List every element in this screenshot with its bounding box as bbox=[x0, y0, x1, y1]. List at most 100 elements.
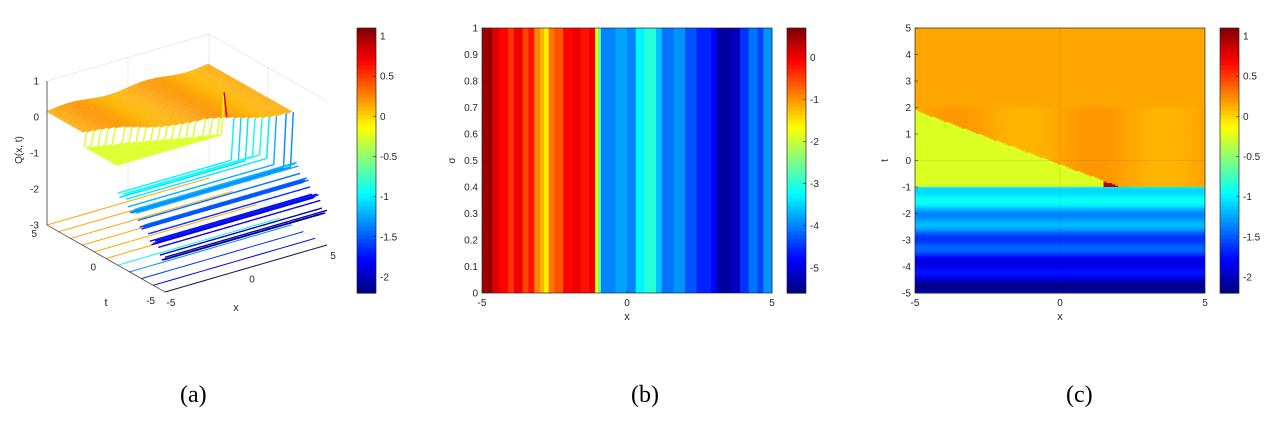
surface-mesh-segment bbox=[183, 193, 187, 196]
surface-mesh-segment bbox=[214, 133, 218, 136]
surface-mesh-segment bbox=[212, 112, 216, 115]
surface-mesh-segment bbox=[161, 118, 165, 122]
surface-mesh-segment bbox=[141, 93, 145, 97]
surface-mesh-segment bbox=[171, 233, 175, 236]
heatmap-cell bbox=[1060, 110, 1064, 112]
surface-mesh-segment bbox=[258, 106, 262, 109]
surface-mesh-segment bbox=[172, 253, 176, 256]
surface-mesh-segment bbox=[238, 181, 242, 184]
surface-mesh-segment bbox=[174, 183, 178, 186]
surface-mesh-segment bbox=[142, 86, 146, 90]
surface-mesh-segment bbox=[168, 193, 172, 196]
surface-mesh-segment bbox=[160, 203, 164, 206]
surface-mesh-segment bbox=[242, 86, 246, 90]
surface-mesh-segment bbox=[226, 237, 230, 240]
surface-mesh-segment bbox=[167, 140, 171, 143]
surface-mesh-segment bbox=[209, 110, 213, 113]
surface-mesh-segment bbox=[260, 105, 265, 108]
surface-mesh-segment bbox=[163, 101, 167, 104]
surface-mesh-segment bbox=[86, 121, 90, 125]
heatmap-cell bbox=[949, 112, 954, 115]
colorbar-b-tick-label: -3 bbox=[810, 179, 819, 190]
surface-mesh-segment bbox=[237, 189, 241, 193]
surface-mesh-segment bbox=[150, 81, 154, 84]
surface-mesh-segment bbox=[257, 111, 262, 114]
heatmap-cell bbox=[1042, 108, 1046, 111]
surface-mesh-segment bbox=[111, 124, 115, 127]
surface-mesh-segment bbox=[210, 206, 214, 209]
surface-mesh-segment bbox=[104, 157, 108, 160]
heatmap-cell bbox=[984, 111, 988, 114]
surface-mesh-segment bbox=[118, 144, 122, 147]
surface-mesh-segment bbox=[234, 207, 238, 210]
surface-mesh-segment bbox=[286, 220, 290, 223]
surface-mesh-segment bbox=[292, 220, 296, 224]
surface-mesh-segment bbox=[109, 148, 113, 151]
surface-mesh-segment bbox=[260, 167, 264, 170]
surface-mesh-segment bbox=[131, 151, 135, 155]
surface-mesh-segment bbox=[158, 103, 162, 106]
surface-mesh-segment bbox=[172, 101, 176, 104]
surface-mesh-segment bbox=[152, 147, 156, 150]
heatmap-cell bbox=[1068, 107, 1073, 110]
colorbar-b-swatch bbox=[787, 259, 806, 265]
heatmap-cell bbox=[1152, 107, 1157, 110]
surface-mesh-segment bbox=[175, 110, 180, 114]
surface-mesh-segment bbox=[187, 73, 191, 77]
surface-mesh-segment bbox=[222, 185, 226, 188]
surface-mesh-segment bbox=[176, 108, 181, 112]
surface-mesh-segment bbox=[209, 222, 213, 225]
surface-mesh-segment bbox=[99, 126, 103, 129]
heatmap-cell bbox=[1065, 107, 1070, 110]
surface-mesh-segment bbox=[274, 185, 278, 189]
heatmap-cell bbox=[929, 107, 933, 110]
colorbar-b-tick-label: -5 bbox=[810, 263, 819, 274]
surface-mesh-segment bbox=[186, 99, 190, 102]
surface-mesh-segment bbox=[300, 197, 304, 200]
surface-mesh-segment bbox=[155, 204, 159, 207]
surface-mesh-segment bbox=[167, 89, 172, 92]
surface-mesh-segment bbox=[82, 112, 86, 115]
surface-mesh-segment bbox=[199, 209, 203, 212]
surface-mesh-segment bbox=[220, 77, 225, 80]
surface-mesh-segment bbox=[188, 175, 192, 178]
surface-mesh-segment bbox=[207, 215, 211, 218]
surface-mesh-segment bbox=[100, 152, 104, 155]
surface-mesh-segment bbox=[126, 149, 130, 152]
surface-mesh-segment bbox=[212, 230, 216, 233]
surface-mesh-segment bbox=[214, 220, 218, 224]
heatmap-cell bbox=[1184, 111, 1189, 114]
surface-mesh-segment bbox=[313, 193, 318, 196]
surface-mesh-segment bbox=[252, 105, 256, 108]
surface-mesh-segment bbox=[177, 215, 182, 218]
surface-mesh-segment bbox=[227, 98, 231, 101]
surface-mesh-segment bbox=[273, 220, 277, 223]
panel-b-x-axis-label: x bbox=[624, 311, 630, 323]
surface-mesh-segment bbox=[56, 107, 60, 111]
surface-mesh-segment bbox=[225, 240, 229, 243]
surface-mesh-segment bbox=[277, 112, 281, 115]
surface-mesh-segment bbox=[62, 103, 67, 106]
surface-mesh-segment bbox=[134, 84, 139, 88]
surface-mesh-segment bbox=[109, 143, 113, 147]
heatmap-stripe bbox=[522, 28, 529, 293]
surface-mesh-segment bbox=[123, 94, 127, 98]
surface-mesh-segment bbox=[237, 83, 241, 87]
surface-mesh-segment bbox=[197, 201, 201, 204]
surface-mesh-segment bbox=[240, 197, 244, 200]
surface-mesh-segment bbox=[127, 158, 131, 162]
surface-mesh-segment bbox=[100, 113, 104, 116]
surface-mesh-segment bbox=[195, 111, 199, 114]
surface-mesh-segment bbox=[97, 153, 101, 156]
surface-mesh-segment bbox=[257, 190, 262, 193]
surface-mesh-segment bbox=[201, 175, 205, 178]
surface-mesh-segment bbox=[111, 152, 115, 155]
surface-mesh-segment bbox=[112, 154, 116, 157]
t-tick-label: 0 bbox=[90, 263, 96, 274]
surface-mesh-segment bbox=[237, 198, 241, 201]
heatmap-cell bbox=[1109, 108, 1113, 111]
surface-mesh-segment bbox=[192, 105, 196, 108]
surface-mesh-segment bbox=[145, 107, 149, 110]
surface-mesh-segment bbox=[167, 255, 171, 258]
